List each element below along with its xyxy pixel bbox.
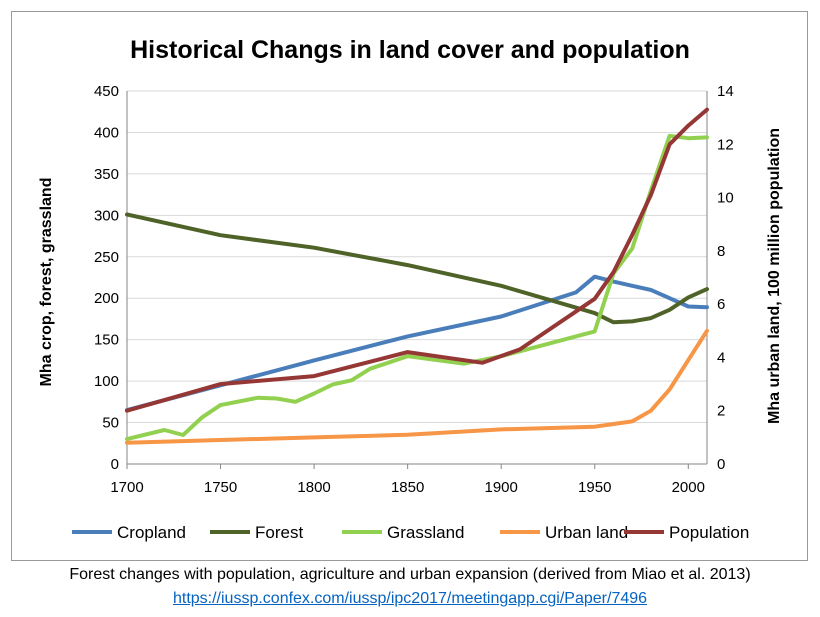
legend-label: Forest <box>255 523 303 542</box>
x-tick-label: 1950 <box>578 479 611 496</box>
x-tick-label: 1800 <box>297 479 330 496</box>
y-tick-label-left: 350 <box>94 166 119 183</box>
y-tick-label-right: 12 <box>717 136 734 153</box>
y-tick-label-left: 250 <box>94 249 119 266</box>
y-tick-label-left: 150 <box>94 332 119 349</box>
y-tick-label-left: 200 <box>94 290 119 307</box>
source-link[interactable]: https://iussp.confex.com/iussp/ipc2017/m… <box>172 590 648 607</box>
series-line-population <box>125 107 709 413</box>
legend-label: Cropland <box>117 523 186 542</box>
y-tick-label-left: 450 <box>94 83 119 100</box>
x-tick-label: 1850 <box>391 479 424 496</box>
series-line-grassland <box>125 133 709 442</box>
y-tick-label-left: 100 <box>94 373 119 390</box>
legend-item-urban-land: Urban land <box>500 523 628 542</box>
axes: 0 50 100 150 200 250 300 350 400 450 0 2 4 6 8 10 12 14 17… <box>94 83 734 496</box>
legend-item-cropland: Cropland <box>72 523 186 542</box>
y-tick-label-left: 300 <box>94 207 119 224</box>
figure-caption: Forest changes with population, agricult… <box>69 566 751 583</box>
y-tick-label-left: 400 <box>94 124 119 141</box>
legend-item-grassland: Grassland <box>342 523 464 542</box>
y-tick-label-right: 14 <box>717 83 734 100</box>
y-tick-label-right: 10 <box>717 190 734 207</box>
series-line-cropland <box>125 274 709 413</box>
y-axis-label-left: Mha crop, forest, grassland <box>38 178 55 387</box>
legend-label: Grassland <box>387 523 464 542</box>
y-tick-label-right: 4 <box>717 349 725 366</box>
x-tick-label: 1900 <box>485 479 518 496</box>
y-tick-label-left: 50 <box>102 415 119 432</box>
gridlines <box>127 90 707 424</box>
chart-title: Historical Changs in land cover and popu… <box>130 36 690 64</box>
y-tick-label-right: 6 <box>717 296 725 313</box>
legend-item-forest: Forest <box>210 523 303 542</box>
chart-frame: 0 50 100 150 200 250 300 350 400 450 0 2 4 6 8 10 12 14 17… <box>11 11 808 561</box>
legend-label: Population <box>669 523 749 542</box>
series-line-urban-land <box>125 328 709 445</box>
y-tick-label-right: 2 <box>717 403 725 420</box>
y-tick-label-right: 8 <box>717 243 725 260</box>
y-axis-label-right: Mha urban land, 100 million population <box>766 128 783 424</box>
series-line-forest <box>125 212 709 325</box>
x-tick-label: 1750 <box>204 479 237 496</box>
legend: Cropland Forest Grassland Urban land Populat… <box>72 523 749 542</box>
legend-item-population: Population <box>624 523 749 542</box>
line-chart: 0 50 100 150 200 250 300 350 400 450 0 2 4 6 8 10 12 14 17… <box>38 36 783 542</box>
y-tick-label-left: 0 <box>111 456 119 473</box>
x-tick-label: 1700 <box>110 479 143 496</box>
y-tick-label-right: 0 <box>717 456 725 473</box>
caption-link-row: https://iussp.confex.com/iussp/ipc2017/m… <box>0 590 820 608</box>
series-lines <box>125 107 709 445</box>
x-tick-label: 2000 <box>672 479 705 496</box>
legend-label: Urban land <box>545 523 628 542</box>
